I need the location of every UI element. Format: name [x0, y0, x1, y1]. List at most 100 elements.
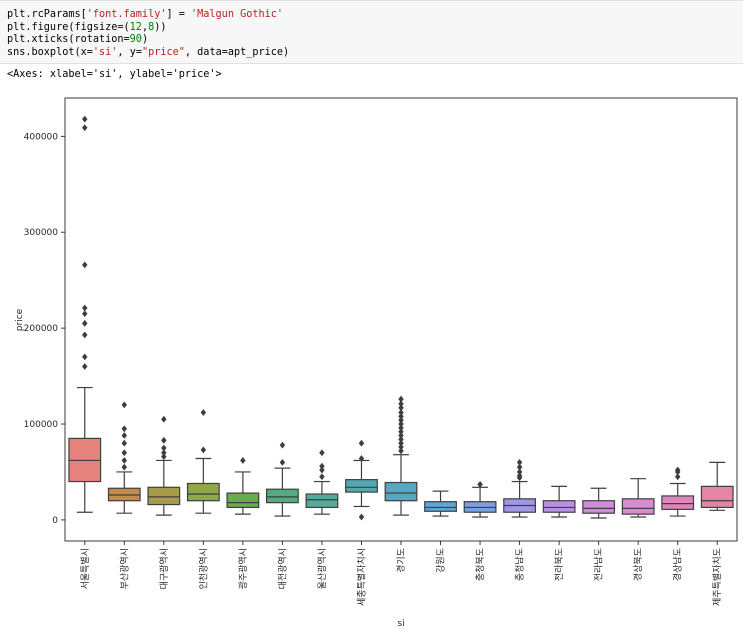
outlier-point — [516, 458, 523, 466]
outlier-point — [240, 457, 246, 464]
code-line[interactable]: sns.boxplot(x='si', y="price", data=apt_… — [7, 47, 289, 60]
box-9 — [384, 395, 418, 516]
box-5 — [226, 457, 260, 515]
outlier-point — [82, 353, 88, 361]
cell-output: <Axes: xlabel='si', ylabel='price'> — [7, 69, 222, 80]
box-11 — [463, 481, 497, 518]
x-tick-label: 부산광역시 — [118, 548, 130, 589]
code-token: ) — [141, 34, 149, 46]
outlier-point — [398, 443, 404, 451]
outlier-point — [121, 449, 128, 457]
outlier-point — [82, 363, 88, 370]
code-token: , — [141, 21, 149, 33]
code-cell[interactable]: plt.rcParams['font.family'] = 'Malgun Go… — [0, 0, 743, 64]
outlier-point — [674, 473, 681, 481]
box-10 — [424, 490, 457, 517]
code-line[interactable]: plt.rcParams['font.family'] = 'Malgun Go… — [7, 9, 289, 22]
outlier-point — [161, 444, 167, 452]
outlier-point — [82, 115, 88, 123]
box-17 — [700, 461, 734, 511]
outlier-point — [398, 435, 404, 443]
box-1 — [68, 115, 102, 513]
outlier-point — [398, 439, 404, 447]
outlier-point — [398, 409, 404, 416]
code-token: plt.xticks(rotation= — [7, 34, 130, 46]
outlier-point — [358, 439, 365, 447]
outlier-point — [398, 395, 404, 403]
x-tick-label: 경상남도 — [672, 548, 684, 581]
code-token: , y= — [117, 46, 142, 58]
box-iqr — [542, 500, 576, 513]
x-tick-label: 울산광역시 — [316, 548, 328, 589]
x-tick-label: 전라북도 — [554, 548, 565, 581]
x-tick-label: 경상북도 — [632, 548, 644, 581]
code-line[interactable]: plt.xticks(rotation=90) — [7, 34, 289, 47]
outlier-point — [200, 446, 207, 454]
code-token: 90 — [129, 34, 142, 46]
code-token: sns.boxplot(x= — [7, 46, 93, 58]
box-iqr — [186, 482, 220, 502]
box-16 — [661, 466, 695, 517]
x-axis-label: si — [397, 619, 404, 629]
box-iqr — [582, 500, 616, 514]
box-iqr — [661, 495, 695, 510]
x-tick-label: 경기도 — [395, 548, 407, 573]
y-tick-label: 0 — [52, 516, 58, 526]
x-tick-label: 세종특별자치시 — [355, 548, 367, 606]
code-token: 12 — [129, 21, 142, 33]
outlier-point — [319, 462, 325, 470]
box-15 — [621, 478, 655, 518]
box-iqr — [621, 498, 655, 515]
outlier-point — [121, 401, 128, 409]
box-group — [68, 115, 734, 521]
code-token: "price" — [141, 46, 185, 58]
code-line[interactable]: plt.figure(figsize=(12,8)) — [7, 22, 289, 35]
x-tick-label: 충청북도 — [475, 548, 486, 581]
box-3 — [147, 415, 181, 516]
outlier-point — [319, 473, 325, 481]
outlier-point — [82, 319, 88, 327]
x-tick-label: 전라남도 — [594, 548, 605, 581]
outlier-point — [121, 432, 128, 439]
outlier-point — [161, 453, 167, 461]
code-token: 8 — [148, 21, 155, 33]
outlier-point — [279, 458, 286, 466]
outlier-point — [398, 432, 404, 439]
outlier-point — [674, 466, 681, 474]
y-axis: 0 100000 200000 300000 400000 — [24, 132, 65, 526]
outlier-point — [516, 472, 523, 480]
outlier-point — [121, 439, 128, 447]
box-iqr — [345, 479, 378, 493]
outlier-point — [398, 400, 404, 408]
code-token: ] = — [166, 9, 192, 20]
code-token: 'font.family' — [86, 9, 167, 20]
x-tick-label: 제주특별자치도 — [711, 548, 723, 606]
box-2 — [107, 401, 141, 514]
box-7 — [305, 449, 339, 515]
y-tick-label: 100000 — [24, 420, 59, 430]
outlier-point — [161, 436, 167, 444]
outlier-point — [398, 420, 404, 428]
y-tick-label: 400000 — [24, 132, 59, 142]
y-axis-label: price — [15, 308, 25, 331]
outlier-point — [319, 466, 325, 474]
x-tick-label: 충청남도 — [515, 548, 526, 581]
outlier-point — [319, 449, 325, 457]
box-12 — [503, 458, 536, 518]
box-8 — [345, 439, 378, 521]
x-tick-label: 인천광역시 — [197, 548, 209, 589]
y-tick-label: 200000 — [24, 324, 59, 334]
code-token: )) — [154, 21, 167, 33]
x-tick-label: 강원도 — [436, 548, 447, 573]
outlier-point — [398, 416, 404, 424]
outlier-point — [398, 412, 404, 420]
box-iqr — [700, 485, 734, 509]
outlier-point — [398, 447, 404, 455]
box-iqr — [147, 486, 181, 506]
code-editor[interactable]: plt.rcParams['font.family'] = 'Malgun Go… — [7, 9, 289, 59]
box-iqr — [266, 488, 299, 504]
x-tick-label: 대구광역시 — [158, 548, 170, 589]
outlier-point — [121, 463, 128, 471]
x-tick-label: 대전광역시 — [276, 548, 288, 589]
